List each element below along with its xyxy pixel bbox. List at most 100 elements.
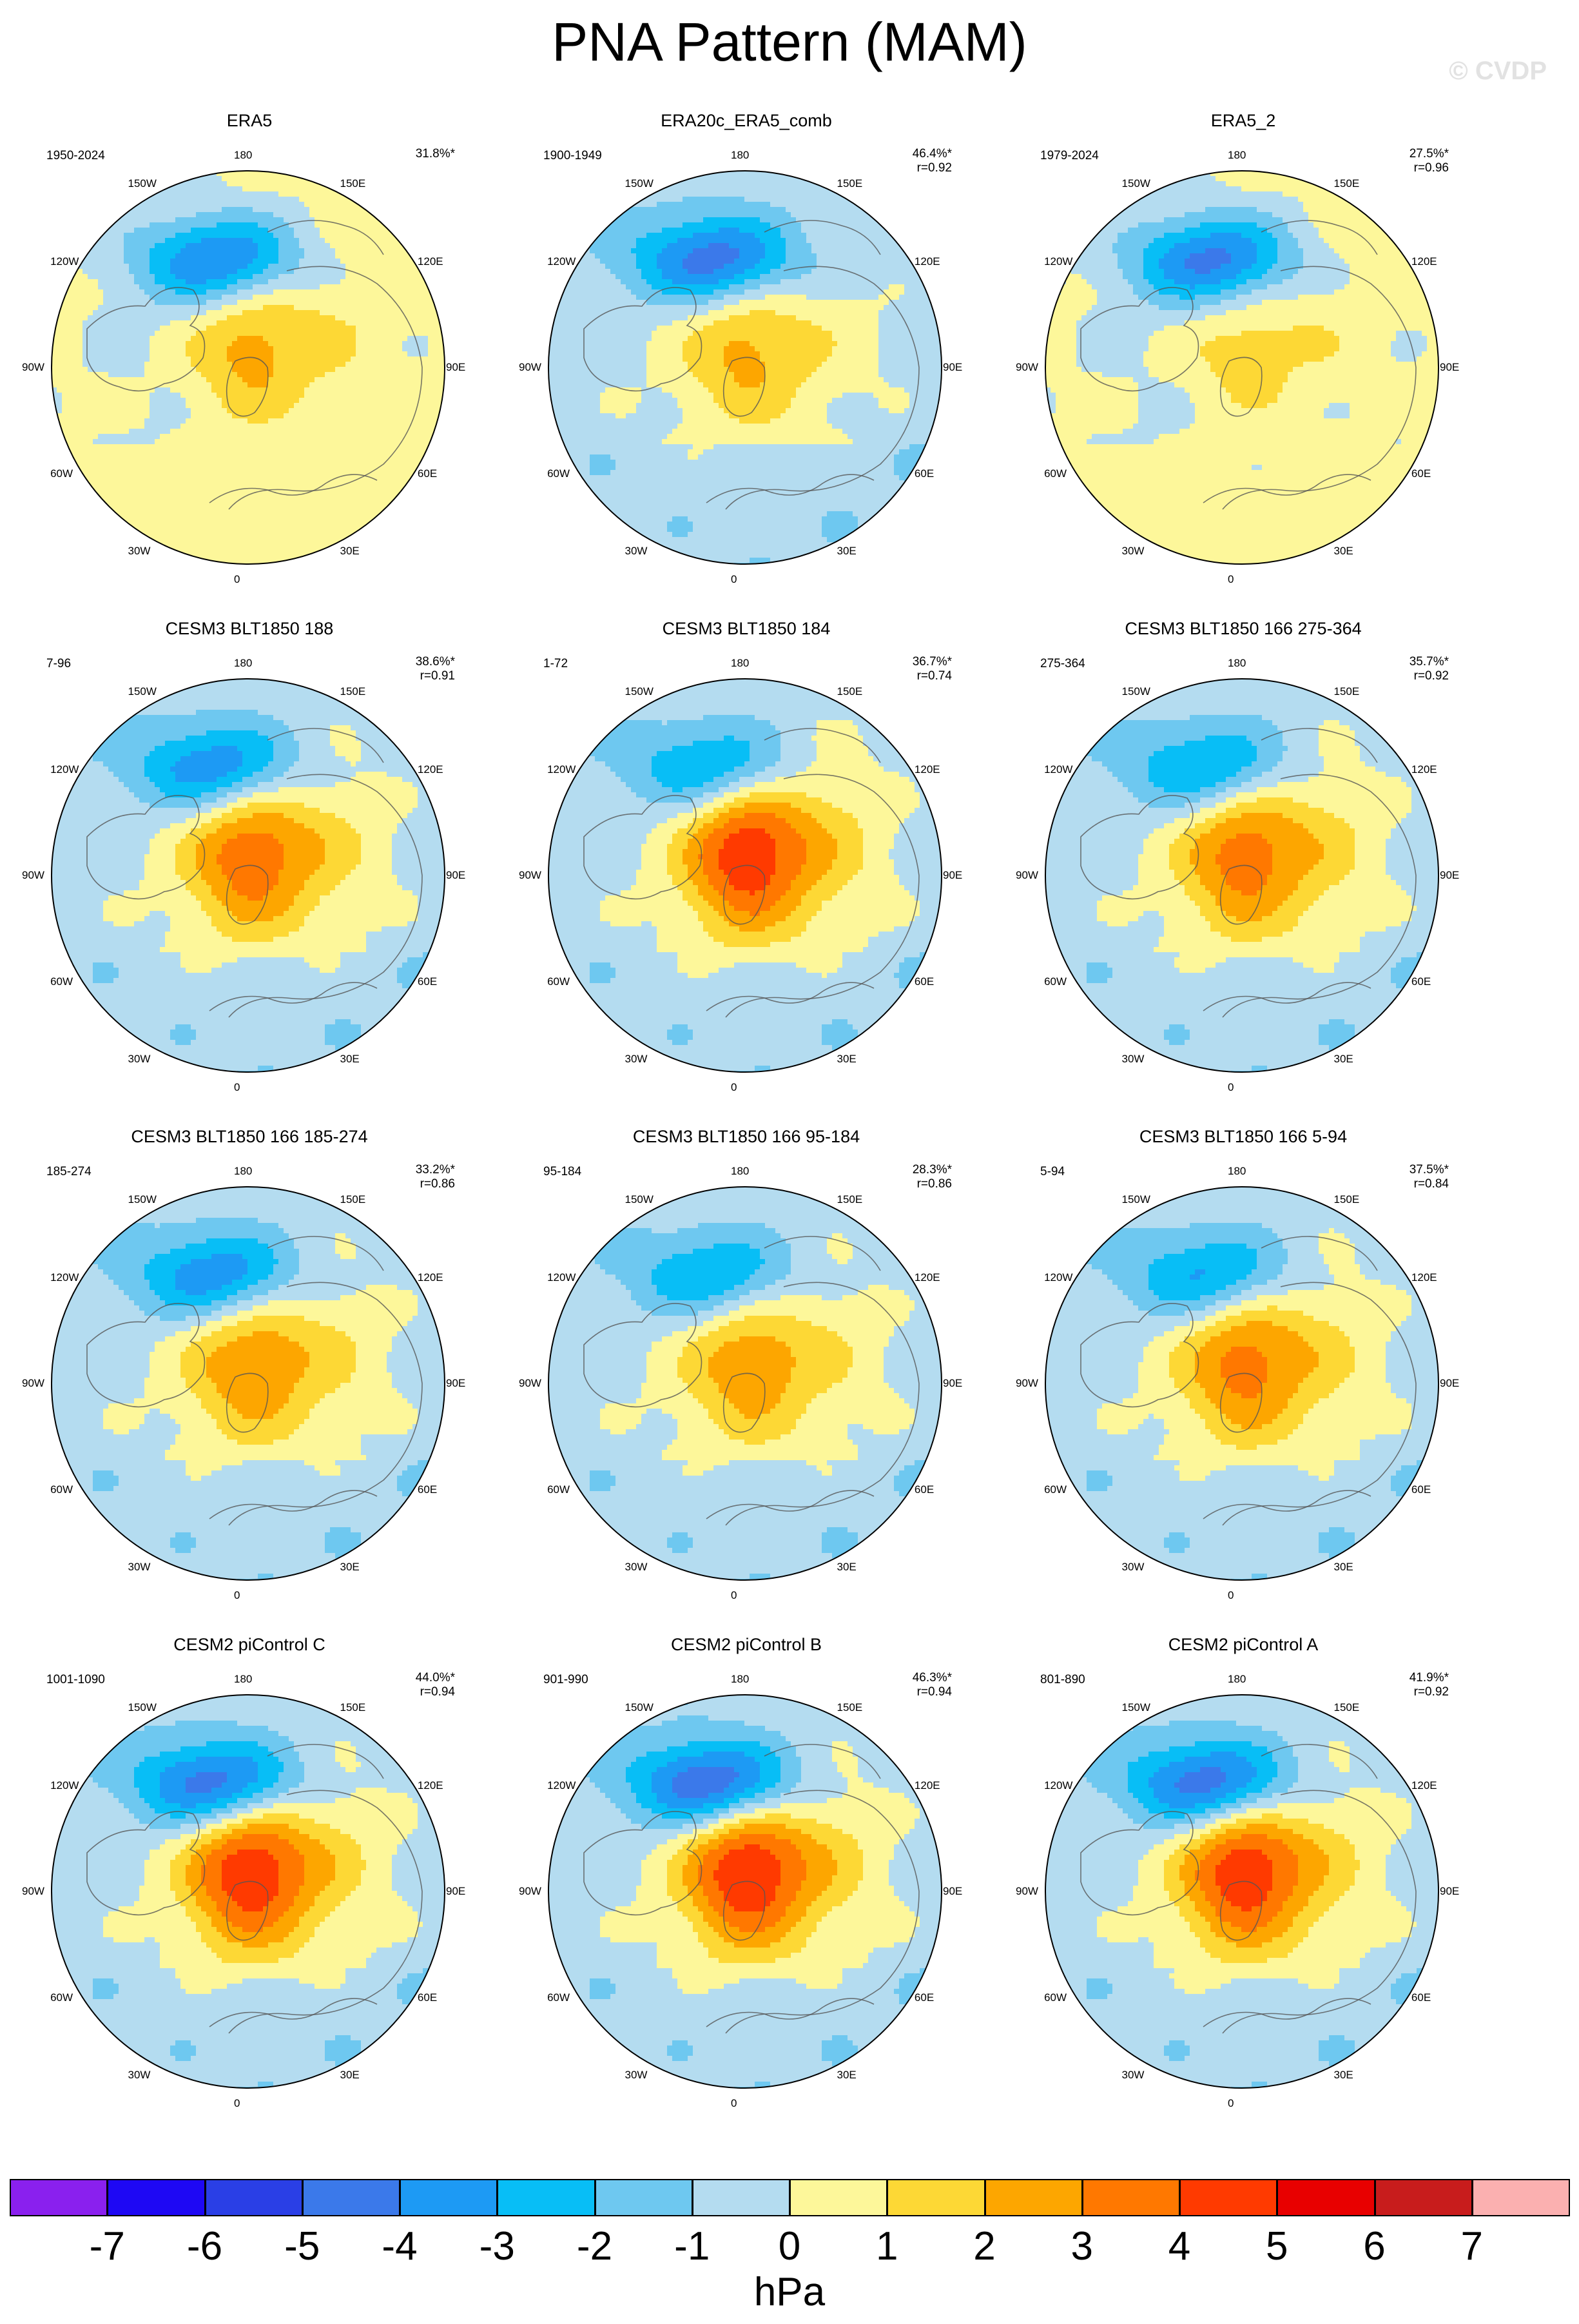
colorbar-swatch	[594, 2179, 693, 2216]
panel-pattern-correlation: r=0.92	[1409, 669, 1449, 683]
longitude-label: 180	[731, 1673, 749, 1686]
longitude-label: 150W	[128, 177, 157, 190]
longitude-label: 30W	[128, 2069, 151, 2082]
longitude-label: 90E	[446, 1377, 465, 1390]
longitude-label: 150W	[1122, 1193, 1150, 1206]
map-panel: CESM3 BLT1850 166 275-364 275-364 35.7%* r=…	[994, 618, 1493, 1127]
longitude-label: 60W	[547, 1991, 570, 2004]
longitude-label: 180	[1228, 1165, 1246, 1178]
longitude-label: 0	[234, 1081, 240, 1094]
longitude-label: 30E	[1334, 545, 1353, 558]
panel-title: CESM3 BLT1850 166 5-94	[994, 1126, 1493, 1147]
panel-period: 1950-2024	[46, 148, 105, 164]
colorbar-tick: -5	[264, 2224, 341, 2269]
longitude-label: 60W	[50, 1483, 73, 1496]
map-panel: CESM3 BLT1850 166 5-94 5-94 37.5%* r=0.84 18…	[994, 1126, 1493, 1635]
polar-map	[1045, 1186, 1439, 1581]
longitude-label: 30E	[340, 1053, 360, 1066]
pressure-anomaly-field	[52, 171, 445, 564]
polar-map	[51, 1186, 445, 1581]
longitude-label: 0	[234, 573, 240, 586]
longitude-label: 90W	[22, 869, 44, 882]
longitude-label: 30W	[1122, 1561, 1145, 1574]
longitude-label: 30E	[340, 1561, 360, 1574]
longitude-label: 0	[1228, 2097, 1234, 2110]
polar-map	[1045, 1694, 1439, 2089]
longitude-label: 0	[1228, 1081, 1234, 1094]
map-boundary	[51, 170, 445, 565]
pressure-anomaly-field	[52, 679, 445, 1072]
colorbar-swatch	[984, 2179, 1083, 2216]
cvdp-watermark: © CVDP	[1449, 57, 1547, 86]
colorbar-tick: -7	[68, 2224, 146, 2269]
longitude-label: 90W	[519, 1885, 541, 1898]
longitude-label: 150W	[625, 177, 654, 190]
panel-title: ERA20c_ERA5_comb	[497, 110, 996, 132]
longitude-label: 150W	[625, 685, 654, 698]
colorbar-swatch	[1374, 2179, 1473, 2216]
longitude-label: 90W	[22, 1377, 44, 1390]
panel-period: 185-274	[46, 1164, 92, 1180]
panel-pattern-correlation: r=0.84	[1409, 1177, 1449, 1191]
polar-map	[51, 678, 445, 1073]
colorbar-swatch	[887, 2179, 985, 2216]
map-boundary	[51, 678, 445, 1073]
panel-title: CESM3 BLT1850 184	[497, 618, 996, 640]
map-boundary	[1045, 1694, 1439, 2089]
longitude-label: 30E	[837, 1561, 857, 1574]
longitude-label: 150W	[1122, 177, 1150, 190]
map-panel: ERA20c_ERA5_comb 1900-1949 46.4%* r=0.92 180…	[497, 110, 996, 619]
longitude-label: 30W	[1122, 1053, 1145, 1066]
longitude-label: 30E	[1334, 1561, 1353, 1574]
panel-period: 1979-2024	[1040, 148, 1099, 164]
panel-title: CESM3 BLT1850 188	[0, 618, 499, 640]
colorbar-tick: -6	[166, 2224, 244, 2269]
longitude-label: 30W	[625, 1561, 648, 1574]
pressure-anomaly-field	[548, 1187, 942, 1580]
longitude-label: 60E	[1411, 1991, 1431, 2004]
polar-map	[548, 170, 942, 565]
map-boundary	[548, 1694, 942, 2089]
longitude-label: 120E	[915, 255, 940, 268]
longitude-label: 120E	[1411, 1271, 1437, 1284]
longitude-label: 120E	[418, 255, 443, 268]
map-boundary	[548, 1186, 942, 1581]
panel-pattern-correlation: r=0.94	[416, 1685, 455, 1699]
longitude-label: 120E	[1411, 255, 1437, 268]
map-boundary	[1045, 1186, 1439, 1581]
longitude-label: 150E	[837, 685, 863, 698]
longitude-label: 120W	[547, 255, 576, 268]
panel-period: 1900-1949	[543, 148, 602, 164]
colorbar-units-label: hPa	[0, 2268, 1579, 2317]
map-panel: ERA5 1950-2024 31.8%* 180 150E 120E 90E 60E 30E 0…	[0, 110, 499, 619]
panel-variance-pct: 36.7%*	[913, 655, 952, 669]
longitude-label: 90E	[1440, 869, 1459, 882]
longitude-label: 60W	[50, 975, 73, 988]
longitude-label: 180	[731, 149, 749, 162]
colorbar-tick: -3	[458, 2224, 536, 2269]
panel-stats: 46.4%* r=0.92	[913, 147, 952, 175]
longitude-label: 30E	[1334, 1053, 1353, 1066]
longitude-label: 120W	[50, 1271, 79, 1284]
longitude-label: 60W	[1044, 1483, 1067, 1496]
panel-period: 1001-1090	[46, 1672, 105, 1688]
panel-title: ERA5	[0, 110, 499, 132]
colorbar-swatch	[1471, 2179, 1570, 2216]
pressure-anomaly-field	[548, 1695, 942, 2088]
pressure-anomaly-field	[52, 1695, 445, 2088]
colorbar-swatch	[400, 2179, 498, 2216]
longitude-label: 150E	[340, 1701, 366, 1714]
panel-period: 95-184	[543, 1164, 581, 1180]
colorbar-swatch	[1277, 2179, 1375, 2216]
panel-title: CESM3 BLT1850 166 275-364	[994, 618, 1493, 640]
longitude-label: 120W	[547, 1271, 576, 1284]
panel-pattern-correlation: r=0.92	[1409, 1685, 1449, 1699]
longitude-label: 120E	[915, 1779, 940, 1792]
panel-variance-pct: 33.2%*	[416, 1163, 455, 1177]
polar-map	[1045, 170, 1439, 565]
longitude-label: 90E	[943, 1377, 962, 1390]
figure-title: PNA Pattern (MAM)	[0, 6, 1579, 77]
longitude-label: 60E	[418, 975, 437, 988]
map-panel: CESM2 piControl A 801-890 41.9%* r=0.92 180 1…	[994, 1634, 1493, 2143]
longitude-label: 180	[1228, 1673, 1246, 1686]
